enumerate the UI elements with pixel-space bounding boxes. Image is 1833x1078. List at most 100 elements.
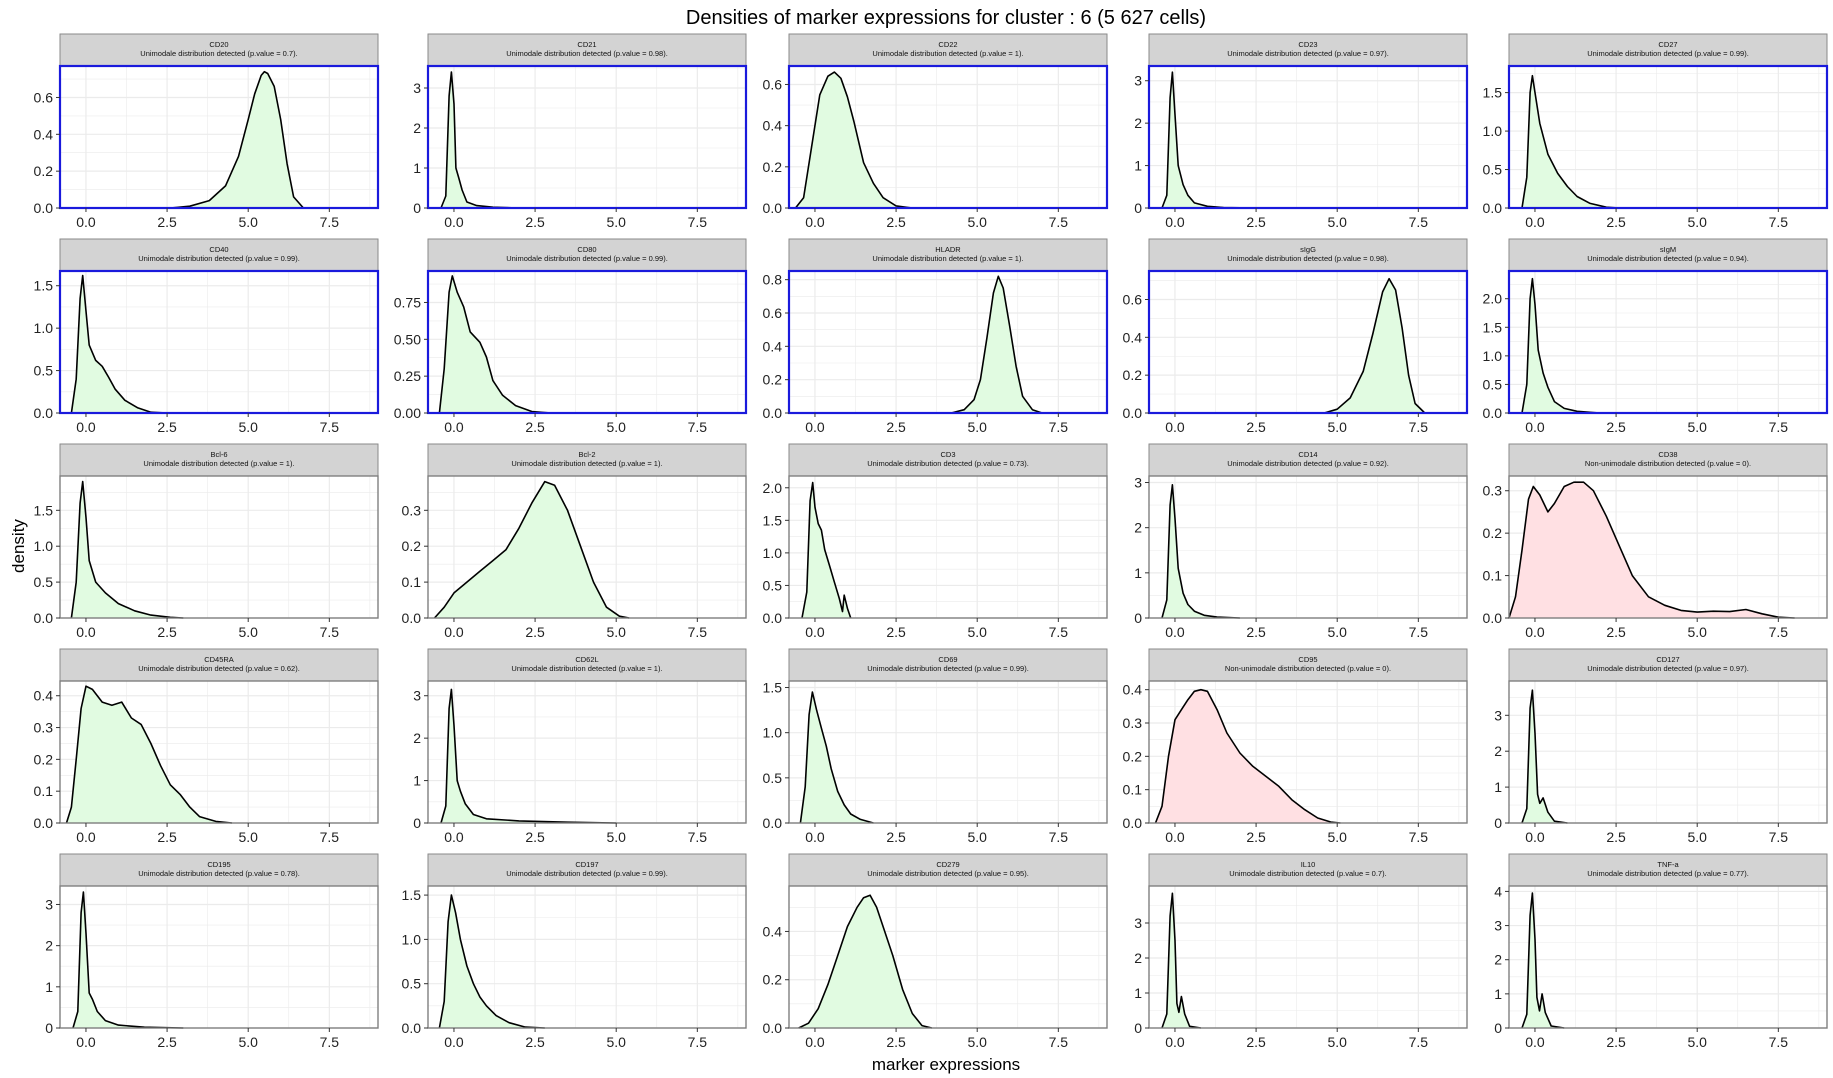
y-tick-label: 0.1 [34,783,54,799]
density-line [951,275,1043,414]
strip-marker-label: CD22 [938,40,957,49]
y-tick-label: 0.0 [402,610,422,626]
y-tick-label: 0.0 [34,610,54,626]
y-tick-label: 0.3 [1483,483,1503,499]
y-tick-label: 2 [1494,743,1502,759]
strip-marker-label: CD21 [577,40,596,49]
panel-background [60,476,378,618]
y-axis-title: density [9,519,28,573]
density-line [799,691,874,824]
density-area [800,692,874,823]
x-tick-label: 7.5 [1049,214,1069,230]
density-area [1522,75,1620,208]
y-tick-label: 2 [1494,952,1502,968]
x-tick-label: 7.5 [688,419,708,435]
x-tick-label: 5.0 [967,829,987,845]
x-tick-label: 2.5 [157,1034,177,1050]
y-tick-label: 0.0 [34,200,54,216]
x-tick-label: 0.0 [76,624,96,640]
strip-status-label: Unimodale distribution detected (p.value… [138,254,300,263]
panel-border [1148,475,1468,619]
strip-marker-label: IL10 [1301,860,1316,869]
panel-border [426,64,748,210]
y-tick-label: 1.5 [1483,85,1503,101]
strip-marker-label: CD3 [940,450,955,459]
density-line [794,71,913,209]
strip-header [1148,238,1468,272]
density-line [801,481,852,619]
x-tick-label: 5.0 [238,829,258,845]
y-tick-label: 3 [1494,707,1502,723]
panel-border [1148,885,1468,1029]
strip-header [1508,648,1828,682]
x-tick-label: 7.5 [1049,624,1069,640]
y-tick-label: 0 [1134,610,1142,626]
x-tick-label: 2.5 [157,624,177,640]
y-tick-label: 0.00 [394,405,421,421]
x-tick-label: 0.0 [444,829,464,845]
x-tick-label: 2.5 [1246,1034,1266,1050]
strip-status-label: Unimodale distribution detected (p.value… [506,869,668,878]
strip-marker-label: CD14 [1298,450,1317,459]
strip-status-label: Unimodale distribution detected (p.value… [1227,49,1389,58]
y-tick-label: 0.4 [34,688,54,704]
density-line [65,685,233,824]
y-tick-label: 0.50 [394,331,421,347]
strip-header [427,33,747,67]
strip-marker-label: CD69 [938,655,957,664]
x-tick-label: 0.0 [76,419,96,435]
panel-border [427,885,747,1029]
strip-status-label: Unimodale distribution detected (p.value… [1587,869,1749,878]
strip-header [788,853,1108,887]
panel-background [1149,886,1467,1028]
density-line [1323,277,1426,414]
density-area [1509,482,1795,618]
y-tick-label: 1.5 [34,502,54,518]
y-tick-label: 0.2 [1123,748,1143,764]
y-tick-label: 0.2 [763,972,783,988]
x-tick-label: 2.5 [525,1034,545,1050]
x-axis-title: marker expressions [872,1055,1020,1074]
density-area [434,481,630,618]
x-tick-label: 2.5 [525,419,545,435]
x-tick-label: 0.0 [1165,419,1185,435]
panel-border [427,680,747,824]
density-line [440,688,617,824]
strip-marker-label: CD20 [209,40,228,49]
panel-border [59,475,379,619]
x-tick-label: 5.0 [967,419,987,435]
x-tick-label: 5.0 [238,624,258,640]
density-area [439,895,545,1028]
y-tick-label: 2 [413,120,421,136]
x-tick-label: 5.0 [967,214,987,230]
x-tick-label: 7.5 [1409,419,1429,435]
y-tick-label: 0.2 [34,163,54,179]
strip-marker-label: CD197 [575,860,598,869]
y-tick-label: 4 [1494,883,1502,899]
x-tick-label: 5.0 [606,624,626,640]
y-tick-label: 0.3 [402,502,422,518]
y-tick-label: 1 [45,979,53,995]
density-line [1161,892,1202,1029]
strip-header [1148,443,1468,477]
density-line [170,70,304,209]
density-area [66,686,232,823]
x-tick-label: 7.5 [320,1034,340,1050]
x-tick-label: 0.0 [444,624,464,640]
strip-status-label: Unimodale distribution detected (p.value… [138,664,300,673]
y-tick-label: 0.0 [34,405,54,421]
x-tick-label: 5.0 [1687,624,1707,640]
strip-marker-label: CD95 [1298,655,1317,664]
y-tick-label: 1 [1134,158,1142,174]
x-tick-label: 7.5 [320,419,340,435]
strip-header [59,853,379,887]
y-tick-label: 2.0 [763,480,783,496]
y-tick-label: 0.0 [402,1020,422,1036]
y-tick-label: 0 [1494,1020,1502,1036]
